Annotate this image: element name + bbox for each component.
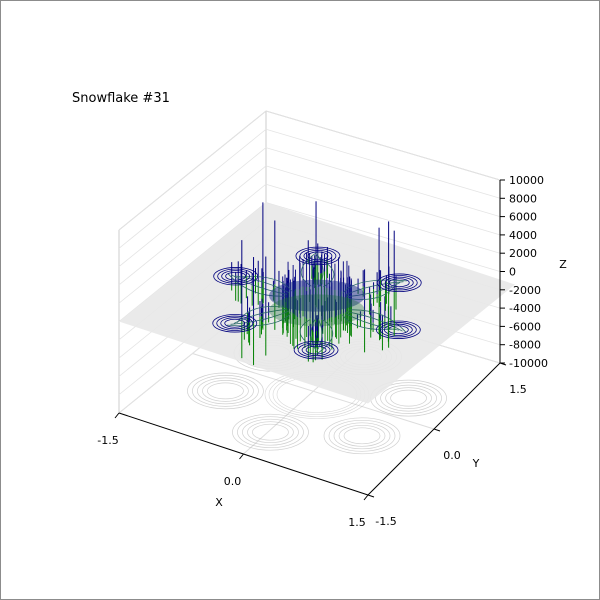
shadow-lobe-5-4	[323, 417, 401, 455]
z-tick-label-10: 10000	[509, 174, 544, 187]
y-tick-label-1: 0.0	[443, 449, 461, 462]
arm-curve-5-1	[310, 319, 317, 351]
shadow-lobe-5-2	[333, 422, 391, 450]
shadow-lobe-0-0	[390, 389, 427, 407]
arm-tip-1-3	[376, 273, 422, 292]
arm-curve-0-2	[346, 311, 403, 332]
arm-tip-2-3	[295, 246, 341, 266]
arm-curve-5-2	[315, 319, 323, 353]
shadow-lobe-3-4	[187, 372, 264, 410]
arm-tip-3-1	[221, 270, 251, 283]
shadow-lobe-4-1	[247, 421, 294, 444]
arm-curve-5-0	[299, 318, 317, 349]
z-grid-right-9	[265, 128, 501, 199]
x-tick-label-2: 1.5	[348, 516, 366, 529]
z-tick-label-7: 4000	[509, 229, 537, 242]
arm-tip-4-0	[224, 318, 246, 328]
shadow-lobe-4-4	[232, 413, 309, 451]
arm-tip-0-2	[379, 322, 417, 338]
axis-lines: -1.5 0.0 1.5 -1.5 0.0 1.5 -10000 -8000 -6000 -400…	[97, 174, 548, 529]
z-grid-left-8	[118, 147, 267, 267]
z-tick-label-9: 8000	[509, 192, 537, 205]
shadow-lobe-0-1	[385, 387, 432, 409]
shadow-lobe-0-3	[375, 382, 442, 414]
arm-tip-3-3	[213, 267, 259, 286]
shadow-lobe-4-3	[237, 416, 304, 449]
arm-tip-1-0	[388, 278, 410, 288]
arm-tip-5-1	[301, 344, 331, 357]
arm-tip-4-3	[212, 314, 258, 333]
z-grid-right-6	[265, 183, 501, 254]
arm-tip-0-1	[383, 323, 413, 336]
shadow-lobe-0-2	[380, 384, 437, 412]
arm-tip-2-1	[303, 249, 333, 262]
arm-curve-0-0	[342, 314, 396, 330]
z-tick-label-8: 6000	[509, 211, 537, 224]
shadow-lobe-3-1	[202, 380, 249, 402]
arm-curve-4-3	[227, 312, 292, 327]
z-grid-right-8	[265, 147, 501, 217]
arm-tip-0-3	[375, 320, 421, 339]
x-axis-label: X	[215, 496, 223, 509]
arm-curve-0-3	[348, 309, 407, 333]
z-tick-label-3: -4000	[509, 302, 541, 315]
arm-tip-2-0	[307, 251, 329, 261]
x-tick-mark-2	[363, 494, 369, 501]
arm-tip-5-2	[297, 342, 335, 358]
x-tick-label-0: -1.5	[97, 434, 118, 447]
arm-tip-4-1	[220, 317, 250, 330]
z-grid-left-9	[118, 128, 267, 249]
z-tick-label-4: -2000	[509, 284, 541, 297]
arm-tip-1-1	[384, 276, 414, 289]
shadow-lobe-4-2	[242, 418, 299, 446]
z-tick-label-2: -6000	[509, 320, 541, 333]
z-grid-right-7	[265, 165, 501, 236]
z-grid-right-10	[265, 110, 501, 181]
z-grid-left-7	[118, 165, 267, 286]
shadow-lobe-5-3	[328, 419, 396, 452]
arm-tip-1-2	[380, 275, 418, 291]
arm-tip-2-2	[299, 248, 337, 264]
arm-tip-5-0	[305, 345, 327, 355]
arm-curve-4-2	[230, 310, 289, 325]
center-block-bottom	[269, 294, 365, 327]
y-tick-label-2: 1.5	[509, 383, 527, 396]
chart-title: Snowflake #31	[72, 91, 170, 106]
shadow-lobe-3-2	[197, 377, 254, 405]
arm-curve-5-3	[315, 319, 333, 355]
y-axis-label: Y	[472, 457, 480, 470]
shadow-lobe-3-3	[192, 375, 259, 407]
y-tick-label-0: -1.5	[375, 515, 396, 528]
x-tick-mark-0	[114, 412, 120, 419]
y-tick-mark-0	[367, 494, 375, 498]
surface-spikes	[212, 201, 422, 366]
arm-tip-4-2	[216, 315, 254, 331]
shadow-lobe-5-1	[338, 424, 386, 447]
z-grid-left-10	[118, 110, 267, 231]
z-tick-label-1: -8000	[509, 339, 541, 352]
arm-curve-4-1	[233, 308, 287, 324]
x-tick-mark-1	[239, 453, 244, 460]
z-grid-left-6	[118, 183, 267, 304]
y-tick-mark-1	[433, 428, 441, 432]
shadow-lobe-5-0	[343, 427, 381, 445]
arm-tip-5-3	[293, 340, 339, 360]
shadow-lobe-4-0	[252, 423, 289, 441]
z-grid-right-5	[265, 202, 501, 272]
z-tick-label-5: 0	[509, 266, 516, 279]
arm-tip-3-0	[225, 271, 247, 281]
x-tick-label-1: 0.0	[224, 475, 242, 488]
z-axis-label: Z	[559, 258, 567, 271]
floor-grid-1	[192, 353, 435, 430]
center-block-top	[269, 279, 365, 312]
shadow-lobe-3-0	[207, 382, 244, 400]
z-tick-label-6: 2000	[509, 247, 537, 260]
z-tick-label-0: -10000	[509, 357, 548, 370]
